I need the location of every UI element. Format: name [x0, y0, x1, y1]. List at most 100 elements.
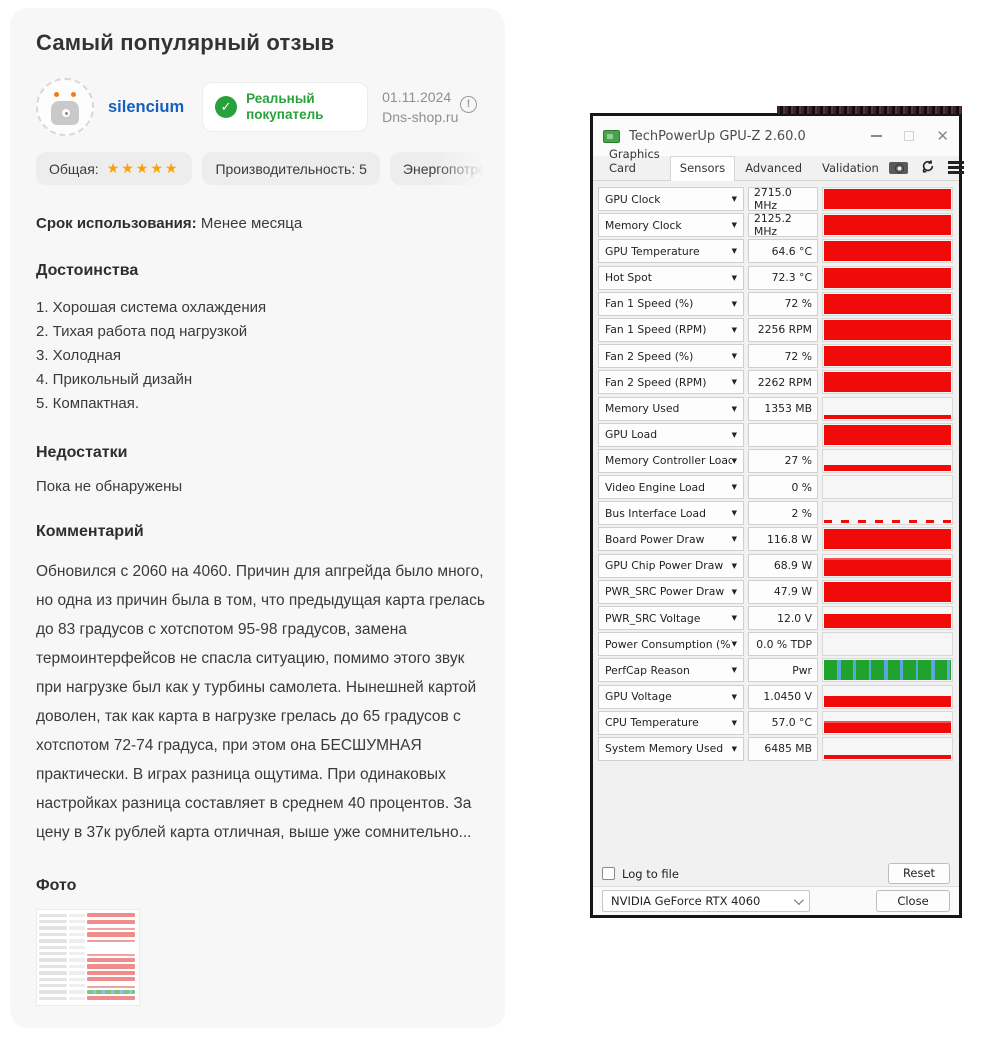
verified-buyer-label: Реальный покупатель: [246, 91, 324, 122]
sensor-label-dropdown[interactable]: CPU Temperature ▼: [598, 710, 744, 735]
thumb-bar: [87, 945, 135, 949]
sensor-label-text: Memory Used: [605, 402, 680, 415]
maximize-button[interactable]: [904, 131, 915, 141]
sensor-label-dropdown[interactable]: Fan 2 Speed (%) ▼: [598, 344, 744, 369]
close-button[interactable]: Close: [876, 890, 950, 912]
gpuz-titlebar[interactable]: TechPowerUp GPU-Z 2.60.0 ✕: [593, 116, 959, 156]
sensor-row: Video Engine Load ▼ 0 %: [598, 475, 953, 500]
sensor-label-dropdown[interactable]: Video Engine Load ▼: [598, 475, 744, 500]
sensor-label-dropdown[interactable]: GPU Chip Power Draw ▼: [598, 553, 744, 578]
sensor-label-text: GPU Chip Power Draw: [605, 559, 724, 573]
thumb-bar: [87, 953, 135, 956]
dropdown-arrow-icon: ▼: [731, 430, 737, 439]
sensor-graph-bar: [824, 660, 951, 681]
thumb-row: [39, 945, 137, 950]
sensor-value: 47.9 W: [748, 579, 818, 604]
sensor-graph: [822, 396, 953, 421]
tab-validation[interactable]: Validation: [822, 161, 879, 175]
sensor-label-dropdown[interactable]: PWR_SRC Voltage ▼: [598, 606, 744, 630]
tab-advanced[interactable]: Advanced: [745, 161, 803, 175]
photo-heading: Фото: [36, 877, 77, 894]
sensor-label-dropdown[interactable]: GPU Clock ▼: [598, 187, 744, 211]
sensor-graph: [822, 736, 953, 761]
sensor-label-dropdown[interactable]: Fan 1 Speed (%) ▼: [598, 291, 744, 316]
dropdown-arrow-icon: ▼: [731, 614, 737, 622]
pros-heading: Достоинства: [36, 262, 139, 279]
thumb-bar: [87, 977, 135, 982]
dropdown-arrow-icon: ▼: [731, 587, 737, 596]
thumb-value-cell: [69, 996, 85, 1001]
reset-button[interactable]: Reset: [888, 863, 950, 884]
sensor-row: Fan 2 Speed (%) ▼ 72 %: [598, 344, 953, 369]
sensor-row: CPU Temperature ▼ 57.0 °C: [598, 710, 953, 735]
sensor-label-text: Board Power Draw: [605, 532, 705, 546]
hamburger-menu-icon[interactable]: [947, 161, 964, 174]
sensor-graph: [822, 239, 953, 264]
sensor-label-dropdown[interactable]: PWR_SRC Power Draw ▼: [598, 579, 744, 604]
thumb-bar: [87, 964, 135, 969]
rating-pill-label: Общая:: [49, 160, 99, 177]
sensor-graph-bar: [824, 696, 951, 707]
sensor-value: 0.0 % TDP: [748, 632, 818, 657]
thumb-label-cell: [39, 983, 67, 988]
thumb-bar: [87, 985, 135, 988]
sensor-graph-bar: [824, 293, 951, 314]
rating-pills-row: Общая:★★★★★Производительность: 5Энергопо…: [36, 152, 505, 185]
sensor-label-dropdown[interactable]: GPU Temperature ▼: [598, 239, 744, 264]
refresh-icon[interactable]: [921, 159, 935, 176]
thumb-label-cell: [39, 990, 67, 994]
device-dropdown-value: NVIDIA GeForce RTX 4060: [611, 894, 761, 908]
device-dropdown[interactable]: NVIDIA GeForce RTX 4060: [602, 890, 810, 912]
sensor-value: 2256 RPM: [748, 317, 818, 342]
tab-sensors[interactable]: Sensors: [669, 156, 736, 181]
log-to-file-checkbox[interactable]: [602, 867, 615, 880]
thumb-value-cell: [69, 926, 85, 930]
sensor-label-dropdown[interactable]: GPU Load ▼: [598, 422, 744, 447]
sensor-label-text: Fan 2 Speed (RPM): [605, 375, 707, 389]
username-link[interactable]: silencium: [108, 97, 185, 116]
minimize-button[interactable]: [871, 135, 883, 137]
dropdown-arrow-icon: ▼: [731, 509, 737, 518]
sensor-label-text: Fan 2 Speed (%): [605, 349, 694, 363]
sensor-label-dropdown[interactable]: Fan 1 Speed (RPM) ▼: [598, 317, 744, 342]
photo-thumbnail[interactable]: [36, 909, 140, 1006]
thumb-row: [39, 970, 137, 976]
sensor-graph-bar: [824, 529, 951, 550]
sensor-label-dropdown[interactable]: Power Consumption (%) ▼: [598, 632, 744, 657]
thumb-value-cell: [69, 932, 85, 937]
sensor-label-dropdown[interactable]: PerfCap Reason ▼: [598, 658, 744, 683]
verified-buyer-badge: ✓ Реальный покупатель: [202, 82, 369, 132]
tab-graphics-card[interactable]: Graphics Card: [609, 147, 660, 175]
sensor-label-dropdown[interactable]: Bus Interface Load ▼: [598, 501, 744, 526]
sensor-label-dropdown[interactable]: Board Power Draw ▼: [598, 527, 744, 552]
dropdown-arrow-icon: ▼: [731, 325, 737, 334]
thumb-row: [39, 996, 137, 1001]
pros-item: 4. Прикольный дизайн: [36, 371, 193, 388]
thumb-bar: [87, 932, 135, 937]
dropdown-arrow-icon: ▼: [731, 456, 737, 465]
sensor-graph-bar: [824, 414, 951, 419]
close-window-button[interactable]: ✕: [936, 126, 949, 145]
sensor-graph: [822, 317, 953, 342]
thumb-value-cell: [69, 913, 85, 917]
avatar-dot: [71, 92, 76, 97]
thumb-row: [39, 957, 137, 963]
sensor-label-text: Memory Controller Load: [605, 454, 732, 468]
sensor-label-dropdown[interactable]: GPU Voltage ▼: [598, 684, 744, 709]
thumb-bar: [87, 957, 135, 963]
rating-pill-label: Производительность: 5: [215, 160, 367, 177]
dropdown-arrow-icon: ▼: [731, 221, 737, 230]
review-user-row: silencium ✓ Реальный покупатель 01.11.20…: [36, 78, 479, 136]
sensor-label-dropdown[interactable]: Fan 2 Speed (RPM) ▼: [598, 370, 744, 395]
gpuz-logo-icon: [603, 129, 620, 143]
comment-heading: Комментарий: [36, 523, 144, 540]
sensor-label-dropdown[interactable]: Memory Controller Load ▼: [598, 448, 744, 473]
info-icon[interactable]: !: [460, 96, 477, 113]
sensor-label-dropdown[interactable]: Memory Used ▼: [598, 396, 744, 421]
review-date: 01.11.2024: [382, 89, 452, 105]
log-row: Log to file Reset: [602, 863, 950, 884]
sensor-label-dropdown[interactable]: System Memory Used ▼: [598, 736, 744, 761]
sensor-label-dropdown[interactable]: Hot Spot ▼: [598, 265, 744, 290]
screenshot-camera-icon[interactable]: [888, 161, 908, 174]
sensor-label-dropdown[interactable]: Memory Clock ▼: [598, 213, 744, 238]
